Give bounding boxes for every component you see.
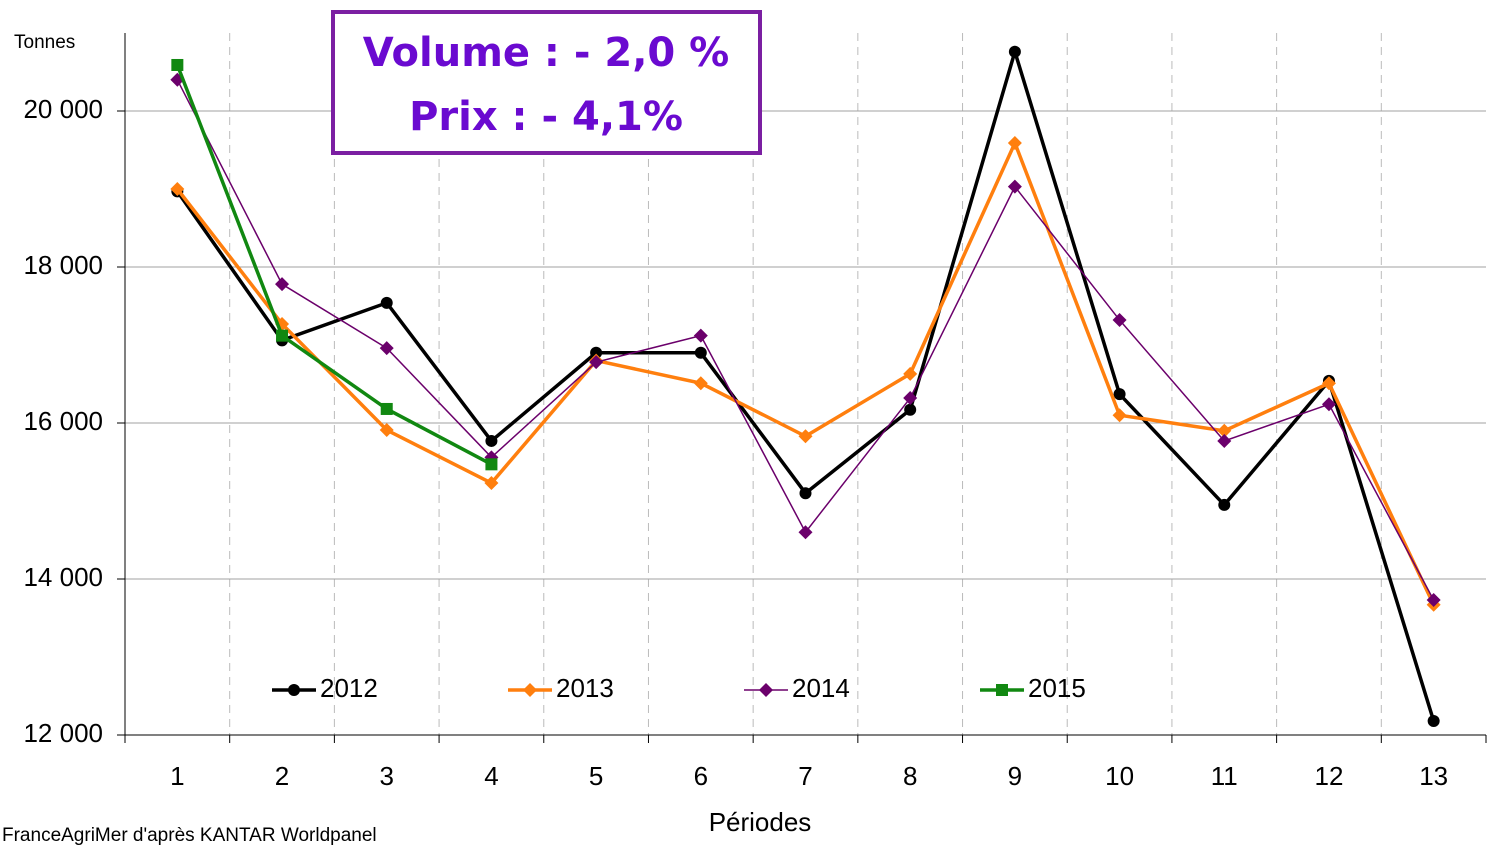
marker [170, 182, 185, 196]
marker [1007, 135, 1022, 150]
marker [1321, 376, 1336, 391]
marker [694, 346, 707, 359]
y-tick-label: 12 000 [23, 718, 103, 748]
x-tick-label: 4 [484, 761, 498, 791]
marker [484, 476, 499, 491]
marker [590, 346, 603, 359]
y-tick-label: 16 000 [23, 406, 103, 436]
marker [996, 684, 1008, 696]
legend-label: 2014 [792, 673, 850, 703]
annotation-box [331, 10, 762, 155]
marker [693, 328, 708, 343]
x-tick-label: 1 [170, 761, 184, 791]
x-tick-label: 9 [1008, 761, 1022, 791]
x-tick-label: 13 [1419, 761, 1448, 791]
x-tick-label: 2 [275, 761, 289, 791]
marker [799, 487, 812, 500]
marker [380, 296, 393, 309]
y-axis-label: Tonnes [14, 32, 75, 53]
marker [1427, 714, 1440, 727]
series-line [176, 79, 1435, 601]
x-tick-label: 6 [694, 761, 708, 791]
y-tick-label: 20 000 [23, 94, 103, 124]
marker [276, 329, 289, 342]
marker [1007, 179, 1022, 194]
marker [1217, 433, 1232, 448]
annotation: Prix : - 4,1% [409, 94, 683, 140]
legend-label: 2015 [1028, 673, 1086, 703]
source: FranceAgriMer d'après KANTAR Worldpanel [2, 825, 377, 846]
marker [380, 402, 393, 415]
x-tick-label: 12 [1315, 761, 1344, 791]
x-tick-label: 3 [379, 761, 393, 791]
marker [903, 391, 918, 406]
x-tick-label: 5 [589, 761, 603, 791]
marker [1217, 423, 1232, 438]
marker [1008, 45, 1021, 58]
marker [379, 341, 394, 356]
y-tick-label: 14 000 [23, 562, 103, 592]
marker [523, 683, 537, 697]
marker [485, 458, 498, 471]
marker [379, 423, 394, 438]
annotation: Volume : - 2,0 % [363, 30, 729, 76]
legend-label: 2013 [556, 673, 614, 703]
x-tick-label: 8 [903, 761, 917, 791]
marker [693, 376, 708, 391]
marker [288, 684, 300, 696]
series-line [175, 64, 493, 466]
marker [1112, 313, 1127, 328]
marker [904, 403, 917, 416]
marker [1426, 593, 1441, 608]
marker [798, 429, 813, 444]
x-axis-label: Périodes [709, 807, 812, 837]
y-tick-label: 18 000 [23, 250, 103, 280]
marker [798, 525, 813, 540]
x-tick-label: 11 [1211, 761, 1238, 791]
marker [171, 58, 184, 71]
legend-label: 2012 [320, 673, 378, 703]
marker [1113, 388, 1126, 401]
marker [485, 434, 498, 447]
marker [589, 355, 604, 370]
marker [1218, 498, 1231, 511]
x-tick-label: 7 [798, 761, 812, 791]
marker [1321, 397, 1336, 412]
marker [1112, 408, 1127, 423]
marker [759, 683, 773, 697]
marker [275, 277, 290, 292]
x-tick-label: 10 [1105, 761, 1134, 791]
marker [903, 366, 918, 381]
